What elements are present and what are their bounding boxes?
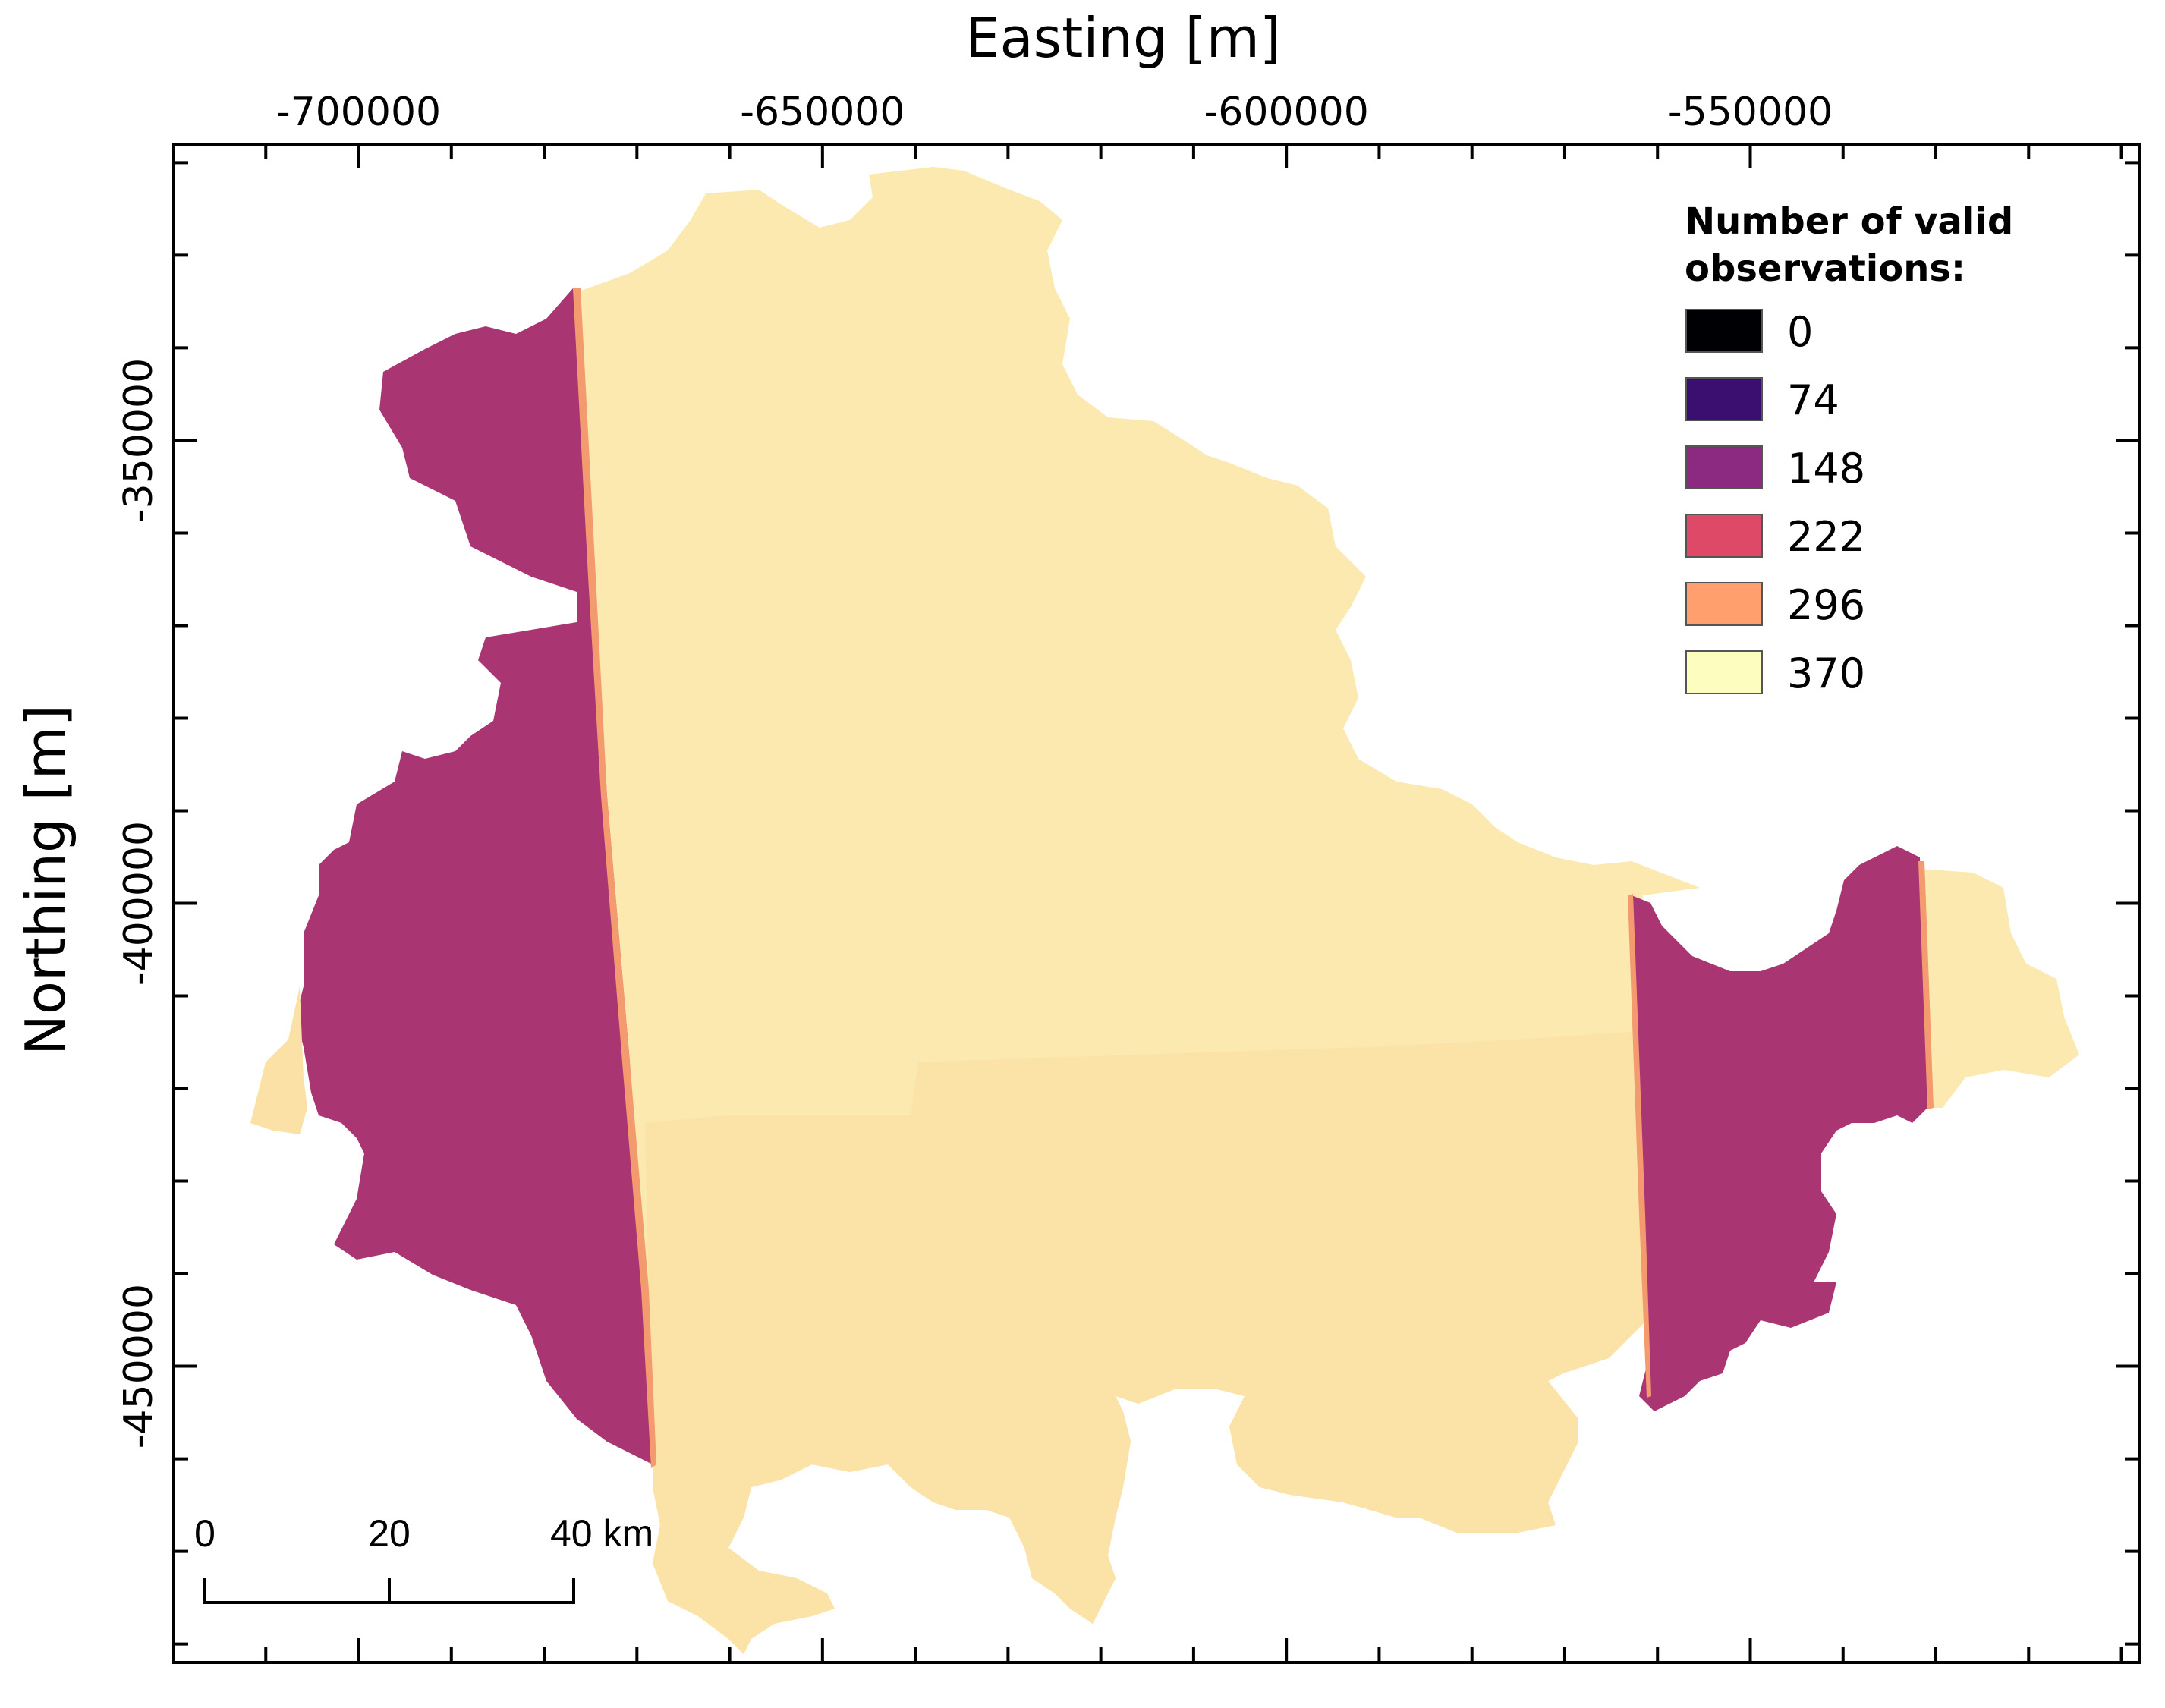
y-axis-ticks: -350000 -400000 -450000: [116, 161, 2140, 1646]
x-axis-title: Easting [m]: [965, 6, 1281, 70]
legend-label: 222: [1787, 513, 1865, 561]
legend-label: 296: [1787, 581, 1865, 629]
map-regions: [250, 167, 2079, 1654]
legend-entries: 0 74 148 222 296 370: [1685, 308, 1865, 697]
y-tick-label: -450000: [116, 1284, 162, 1448]
legend-swatch: [1685, 582, 1763, 626]
x-tick-label: -650000: [740, 90, 905, 135]
legend-label: 0: [1787, 308, 1813, 356]
x-tick-label: -700000: [276, 90, 441, 135]
x-tick-label: -600000: [1204, 90, 1369, 135]
region-overlap-edge-east: [1628, 894, 1651, 1398]
y-tick-label: -400000: [116, 821, 162, 986]
region-mid-observations-east: [1632, 846, 1927, 1411]
y-tick-label: -350000: [116, 358, 162, 523]
scale-bar-label-20: 20: [368, 1512, 411, 1555]
legend-swatch: [1685, 309, 1763, 353]
legend-title-line-1: Number of valid: [1685, 200, 2013, 243]
region-mid-observations-west: [296, 288, 653, 1464]
legend-swatch: [1685, 650, 1763, 694]
legend-label: 148: [1787, 445, 1865, 492]
legend-swatch: [1685, 445, 1763, 489]
scale-bar-label-0: 0: [194, 1512, 216, 1555]
region-high-observations-south: [645, 1032, 1654, 1654]
region-overlap-edge-far-east: [1918, 861, 1934, 1109]
legend-swatch: [1685, 377, 1763, 421]
scale-bar: 0 20 40 km: [194, 1512, 653, 1604]
legend-label: 74: [1787, 376, 1839, 424]
region-high-observations-east: [1920, 869, 2079, 1108]
legend-swatch: [1685, 514, 1763, 558]
y-axis-title: Northing [m]: [14, 705, 77, 1055]
region-edge-west-fragment: [250, 986, 307, 1134]
legend-label: 370: [1787, 650, 1865, 697]
scale-bar-label-40-km: 40 km: [550, 1512, 653, 1555]
x-axis-ticks: -700000 -650000 -600000 -550000: [264, 90, 2123, 1662]
legend-title-line-2: observations:: [1685, 247, 1965, 290]
legend: Number of valid observations: 0 74 148 222 2…: [1685, 200, 2013, 697]
x-tick-label: -550000: [1668, 90, 1833, 135]
region-overlap-edge-west: [573, 288, 656, 1468]
